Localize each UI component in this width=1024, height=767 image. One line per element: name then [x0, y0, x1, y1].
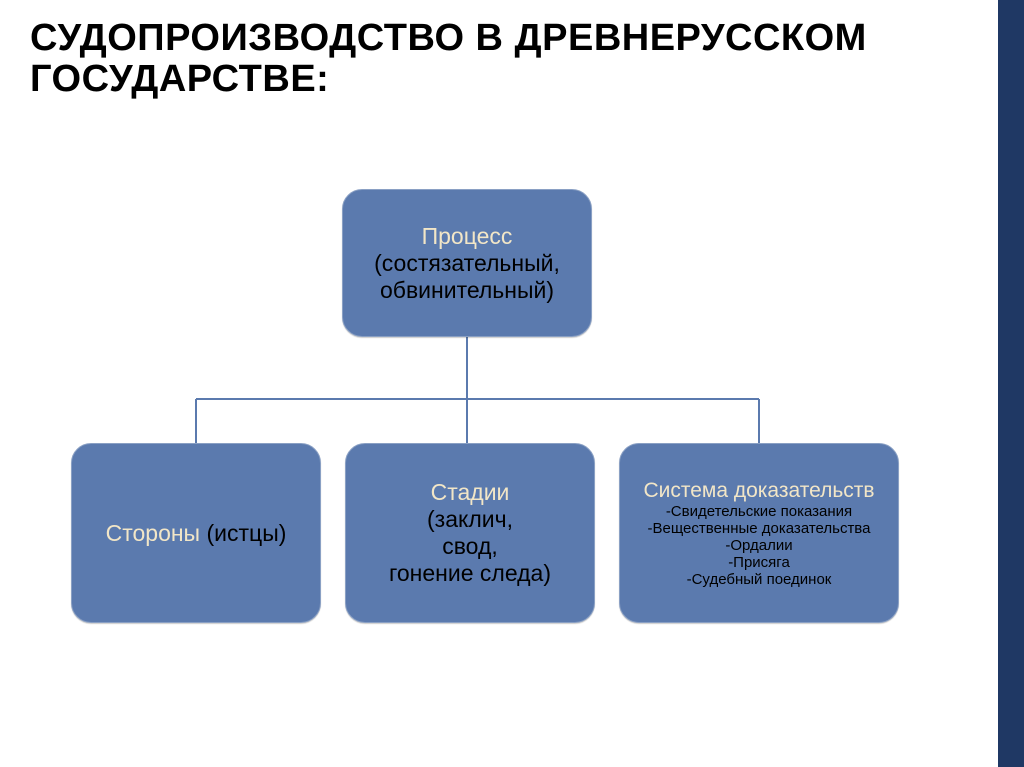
- node-text: обвинительный): [380, 277, 554, 304]
- node-text: Стороны: [106, 520, 207, 546]
- node-text: (заклич,: [427, 506, 513, 533]
- node-bullet: -Присяга: [728, 554, 790, 571]
- node-text: Стадии: [431, 479, 510, 506]
- node-text: (состязательный,: [374, 250, 560, 277]
- node-bullet: -Свидетельские показания: [666, 503, 852, 520]
- node-root: Процесс(состязательный,обвинительный): [342, 189, 592, 337]
- node-bullet: -Судебный поединок: [687, 571, 832, 588]
- slide: СУДОПРОИЗВОДСТВО В ДРЕВНЕРУССКОМ ГОСУДАР…: [0, 0, 1024, 767]
- accent-band: [998, 0, 1024, 767]
- node-child1: Стороны (истцы): [71, 443, 321, 623]
- node-text: Процесс: [422, 223, 513, 250]
- slide-title: СУДОПРОИЗВОДСТВО В ДРЕВНЕРУССКОМ ГОСУДАР…: [30, 18, 964, 100]
- node-bullet: -Вещественные доказательства: [648, 520, 871, 537]
- node-text: свод,: [442, 533, 498, 560]
- node-text: гонение следа): [389, 560, 551, 587]
- org-chart: Процесс(состязательный,обвинительный) Сто…: [0, 0, 1024, 767]
- node-child2: Стадии(заклич,свод,гонение следа): [345, 443, 595, 623]
- connectors: [0, 0, 1024, 767]
- node-title: Система доказательств: [643, 479, 874, 503]
- node-bullet: -Ордалии: [725, 537, 792, 554]
- node-line: Стороны (истцы): [106, 520, 287, 547]
- node-child3: Система доказательств-Свидетельские пока…: [619, 443, 899, 623]
- node-text: (истцы): [206, 520, 286, 546]
